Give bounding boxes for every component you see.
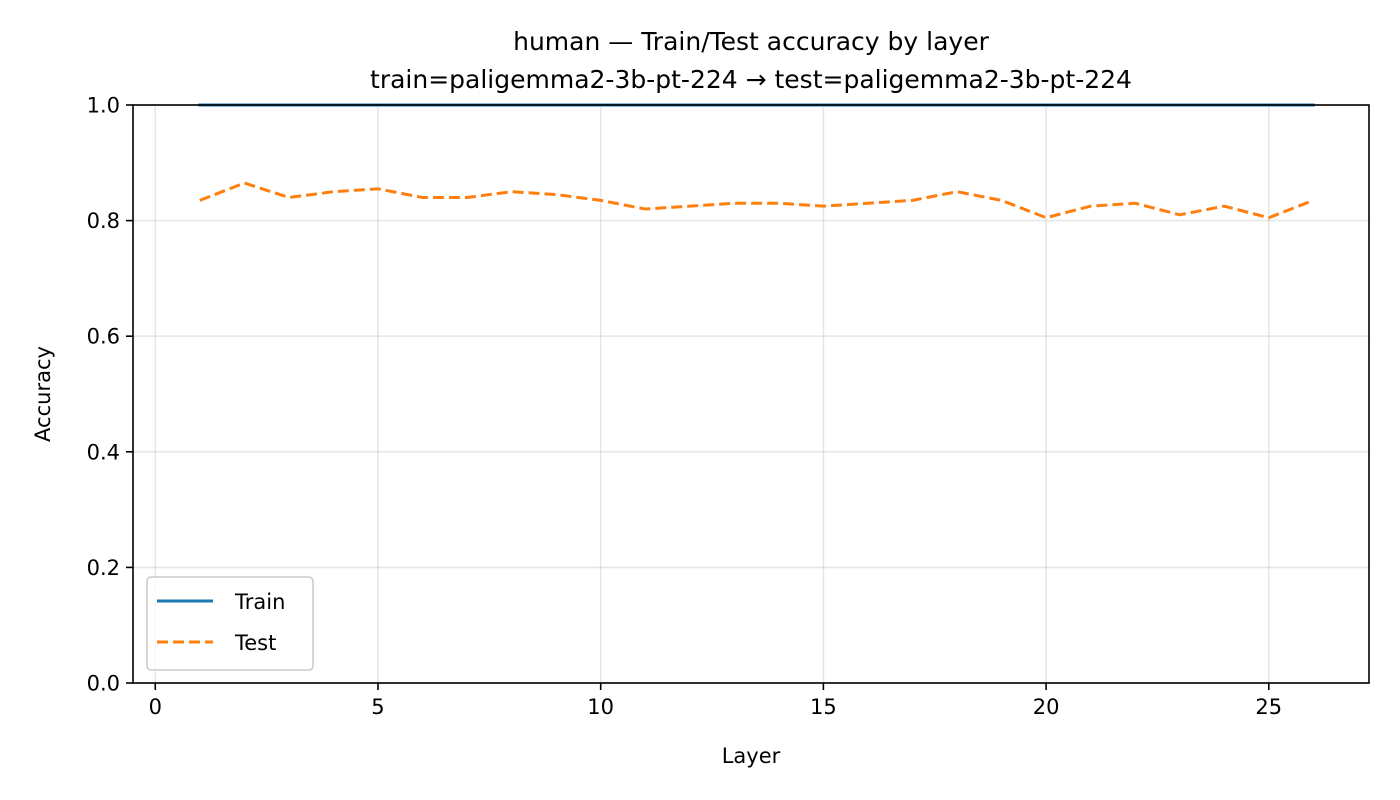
- x-tick-label: 20: [1033, 695, 1060, 719]
- y-tick-label: 1.0: [87, 94, 120, 118]
- x-tick-label: 15: [810, 695, 837, 719]
- series-line-test: [199, 181, 1314, 220]
- legend-label-test: Test: [234, 631, 276, 655]
- y-tick-label: 0.2: [87, 556, 120, 580]
- axis-ticks: 0 5 10 15 20 25 0.0 0.2 0.4 0.6 0.8 1.0: [87, 94, 1283, 720]
- y-tick-label: 0.0: [87, 672, 120, 696]
- legend-box: [146, 576, 314, 671]
- x-tick-label: 25: [1255, 695, 1282, 719]
- x-tick-label: 10: [587, 695, 614, 719]
- legend-label-train: Train: [234, 590, 285, 614]
- x-tick-label: 5: [371, 695, 384, 719]
- y-tick-label: 0.4: [87, 440, 120, 464]
- plot-area: [133, 105, 1369, 683]
- y-axis-label: Accuracy: [31, 346, 55, 442]
- chart-title: human — Train/Test accuracy by layer: [513, 27, 989, 56]
- x-tick-label: 0: [149, 695, 162, 719]
- chart-subtitle: train=paligemma2-3b-pt-224 → test=palige…: [370, 65, 1132, 94]
- legend: Train Test: [146, 576, 314, 671]
- y-tick-label: 0.8: [87, 209, 120, 233]
- x-axis-label: Layer: [722, 744, 781, 768]
- y-tick-label: 0.6: [87, 325, 120, 349]
- plot-frame: [132, 104, 1370, 684]
